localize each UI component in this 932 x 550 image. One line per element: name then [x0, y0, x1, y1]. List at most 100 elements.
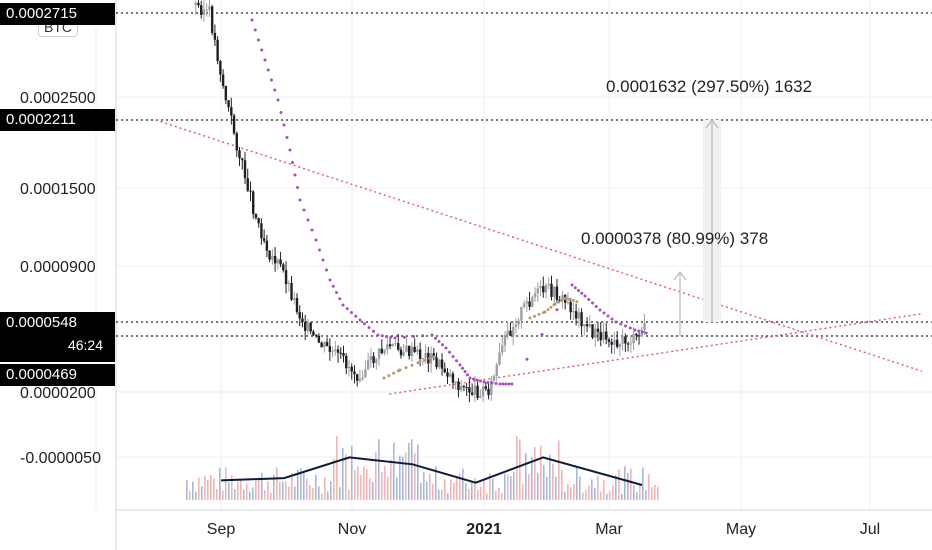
- volume-bar: [576, 466, 578, 500]
- sar-dot-upper: [314, 238, 318, 242]
- volume-bar: [252, 487, 254, 500]
- sar-dot-upper: [270, 78, 273, 82]
- candle-body: [377, 348, 381, 359]
- sar-dot-upper: [325, 268, 328, 272]
- volume-bar: [543, 465, 545, 500]
- candle-body: [347, 366, 351, 369]
- sar-dot-upper: [421, 334, 425, 338]
- sar-dot-upper: [444, 346, 448, 350]
- sar-dot-lower: [410, 363, 414, 367]
- sar-dot-upper: [412, 335, 415, 338]
- volume-bar: [309, 484, 311, 500]
- volume-bar: [273, 474, 275, 500]
- sar-dot-upper: [293, 173, 297, 177]
- sar-dot-lower: [568, 297, 572, 301]
- candle-body: [273, 256, 277, 264]
- candle-body: [276, 259, 280, 264]
- sar-dot-lower: [423, 358, 427, 362]
- volume-bar: [513, 472, 515, 500]
- sar-dot-upper: [385, 335, 388, 338]
- candle-body: [495, 364, 498, 376]
- volume-bar: [657, 486, 659, 500]
- volume-bar: [615, 475, 617, 500]
- candle-body: [569, 302, 572, 313]
- trend-line: [155, 119, 923, 372]
- candle-body: [621, 336, 624, 344]
- volume-bar: [399, 455, 401, 500]
- volume-bar: [654, 484, 656, 500]
- volume-bar: [204, 475, 206, 500]
- candle-body: [449, 373, 452, 377]
- volume-bar: [525, 453, 527, 500]
- candle-body: [421, 358, 425, 360]
- sar-dot-lower: [564, 296, 568, 300]
- volume-bar: [438, 489, 440, 500]
- sar-dot-upper: [318, 248, 321, 252]
- sar-dot-upper: [376, 333, 380, 337]
- x-tick-label: Jul: [860, 521, 880, 538]
- volume-bar: [579, 476, 581, 500]
- volume-bar: [426, 481, 428, 500]
- candle-body: [484, 386, 488, 389]
- sar-dot-upper: [594, 305, 598, 308]
- sar-dot-upper: [540, 333, 544, 336]
- sar-dot-upper: [468, 376, 472, 380]
- volume-bar: [570, 487, 572, 500]
- candle-body: [213, 32, 217, 40]
- candle-body: [246, 178, 249, 191]
- volume-bar: [612, 485, 614, 500]
- volume-bar: [387, 476, 389, 500]
- volume-bar: [381, 472, 383, 500]
- target-annotation-large: 0.0001632 (297.50%) 1632: [606, 77, 813, 96]
- candle-body: [407, 345, 411, 357]
- candle-body: [506, 330, 509, 336]
- volume-bar: [630, 468, 632, 500]
- sar-dot-lower: [398, 368, 402, 372]
- volume-bar: [393, 442, 395, 500]
- candle-body: [533, 293, 537, 298]
- candle-body: [298, 312, 301, 319]
- candle-body: [465, 386, 468, 388]
- candle-body: [459, 385, 463, 390]
- candle-body: [517, 320, 520, 325]
- candle-body: [194, 2, 197, 6]
- volume-bar: [507, 474, 509, 500]
- volume-bar: [549, 454, 551, 500]
- x-tick-label: 2021: [466, 521, 502, 538]
- volume-bar: [402, 456, 404, 500]
- volume-bar: [234, 489, 236, 500]
- countdown-timer: 46:24: [67, 337, 103, 353]
- volume-bar: [327, 491, 329, 500]
- sar-dot-upper: [288, 148, 292, 152]
- sar-dot-lower: [404, 366, 408, 370]
- sar-dot-lower: [543, 310, 547, 314]
- volume-bar: [243, 489, 245, 500]
- candle-body: [438, 359, 441, 368]
- volume-bar: [408, 442, 410, 500]
- volume-bar: [255, 480, 257, 500]
- candle-body: [473, 385, 477, 395]
- sar-dot-upper: [263, 58, 267, 62]
- sar-dot-upper: [310, 228, 314, 232]
- volume-bar: [504, 473, 506, 500]
- candle-body: [202, 9, 206, 15]
- volume-bar: [573, 484, 575, 500]
- volume-bar: [207, 480, 209, 500]
- candle-body: [511, 326, 515, 336]
- sar-dot-upper: [257, 38, 260, 42]
- x-tick-label: Mar: [595, 521, 623, 538]
- volume-bar: [585, 489, 587, 500]
- volume-bar: [591, 479, 593, 500]
- sar-dot-lower: [382, 376, 386, 380]
- candle-body: [520, 307, 523, 321]
- candle-body: [588, 324, 591, 327]
- volume-bar: [291, 473, 293, 500]
- volume-bar: [192, 481, 194, 500]
- volume-bar: [486, 493, 488, 500]
- candle-body: [542, 286, 545, 293]
- candle-body: [602, 331, 605, 341]
- candle-body: [481, 386, 485, 397]
- candle-body: [227, 100, 230, 108]
